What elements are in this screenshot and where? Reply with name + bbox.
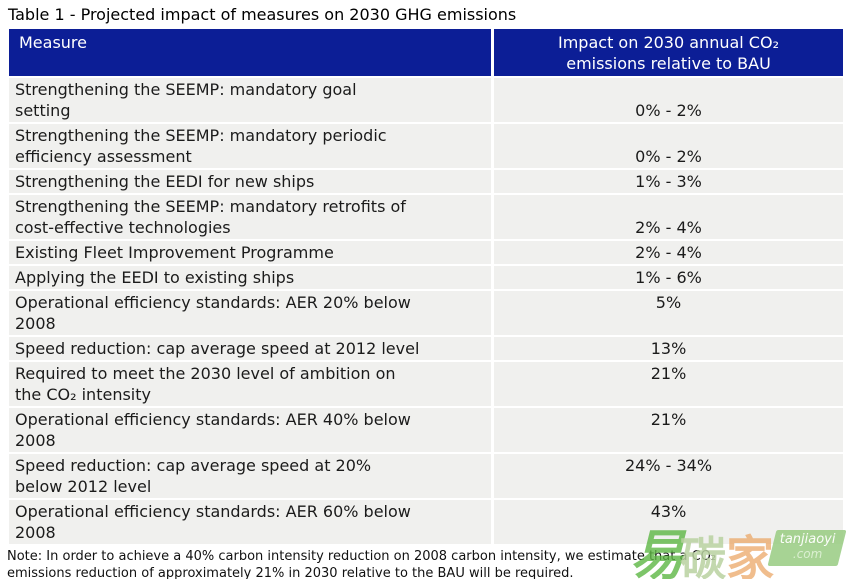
impact-cell: 5% — [494, 291, 843, 335]
impact-cell: 1% - 3% — [494, 170, 843, 193]
table-header-row: Measure Impact on 2030 annual CO₂ emissi… — [9, 29, 843, 76]
measure-cell: Existing Fleet Improvement Programme — [9, 241, 491, 264]
impact-cell: 2% - 4% — [494, 195, 843, 239]
impact-cell: 24% - 34% — [494, 454, 843, 498]
measure-cell: Speed reduction: cap average speed at 20… — [9, 454, 491, 498]
header-measure: Measure — [9, 29, 491, 76]
impact-cell: 21% — [494, 408, 843, 452]
measure-cell: Required to meet the 2030 level of ambit… — [9, 362, 491, 406]
table-footnote: Note: In order to achieve a 40% carbon i… — [7, 549, 717, 579]
table-row: Speed reduction: cap average speed at 20… — [9, 337, 843, 360]
impact-cell: 21% — [494, 362, 843, 406]
table-row: Existing Fleet Improvement Programme 2% … — [9, 241, 843, 264]
impact-cell: 2% - 4% — [494, 241, 843, 264]
impact-cell: 0% - 2% — [494, 78, 843, 122]
table-row: Operational efficiency standards: AER 40… — [9, 408, 843, 452]
measure-cell: Strengthening the SEEMP: mandatory retro… — [9, 195, 491, 239]
table-row: Strengthening the EEDI for new ships 1% … — [9, 170, 843, 193]
table-row: Applying the EEDI to existing ships 1% -… — [9, 266, 843, 289]
header-impact: Impact on 2030 annual CO₂ emissions rela… — [494, 29, 843, 76]
measure-cell: Strengthening the SEEMP: mandatory perio… — [9, 124, 491, 168]
ghg-impact-table: Measure Impact on 2030 annual CO₂ emissi… — [6, 27, 846, 546]
impact-cell: 1% - 6% — [494, 266, 843, 289]
measure-cell: Applying the EEDI to existing ships — [9, 266, 491, 289]
impact-cell: 43% — [494, 500, 843, 544]
measure-cell: Operational efficiency standards: AER 60… — [9, 500, 491, 544]
measure-cell: Speed reduction: cap average speed at 20… — [9, 337, 491, 360]
impact-cell: 13% — [494, 337, 843, 360]
table-row: Operational efficiency standards: AER 20… — [9, 291, 843, 335]
table-row: Operational efficiency standards: AER 60… — [9, 500, 843, 544]
measure-cell: Strengthening the EEDI for new ships — [9, 170, 491, 193]
measure-cell: Operational efficiency standards: AER 40… — [9, 408, 491, 452]
table-row: Strengthening the SEEMP: mandatory retro… — [9, 195, 843, 239]
table-row: Strengthening the SEEMP: mandatory goal … — [9, 78, 843, 122]
measure-cell: Strengthening the SEEMP: mandatory goal … — [9, 78, 491, 122]
table-row: Required to meet the 2030 level of ambit… — [9, 362, 843, 406]
table-row: Strengthening the SEEMP: mandatory perio… — [9, 124, 843, 168]
table-row: Speed reduction: cap average speed at 20… — [9, 454, 843, 498]
impact-cell: 0% - 2% — [494, 124, 843, 168]
measure-cell: Operational efficiency standards: AER 20… — [9, 291, 491, 335]
table-title: Table 1 - Projected impact of measures o… — [8, 5, 517, 24]
